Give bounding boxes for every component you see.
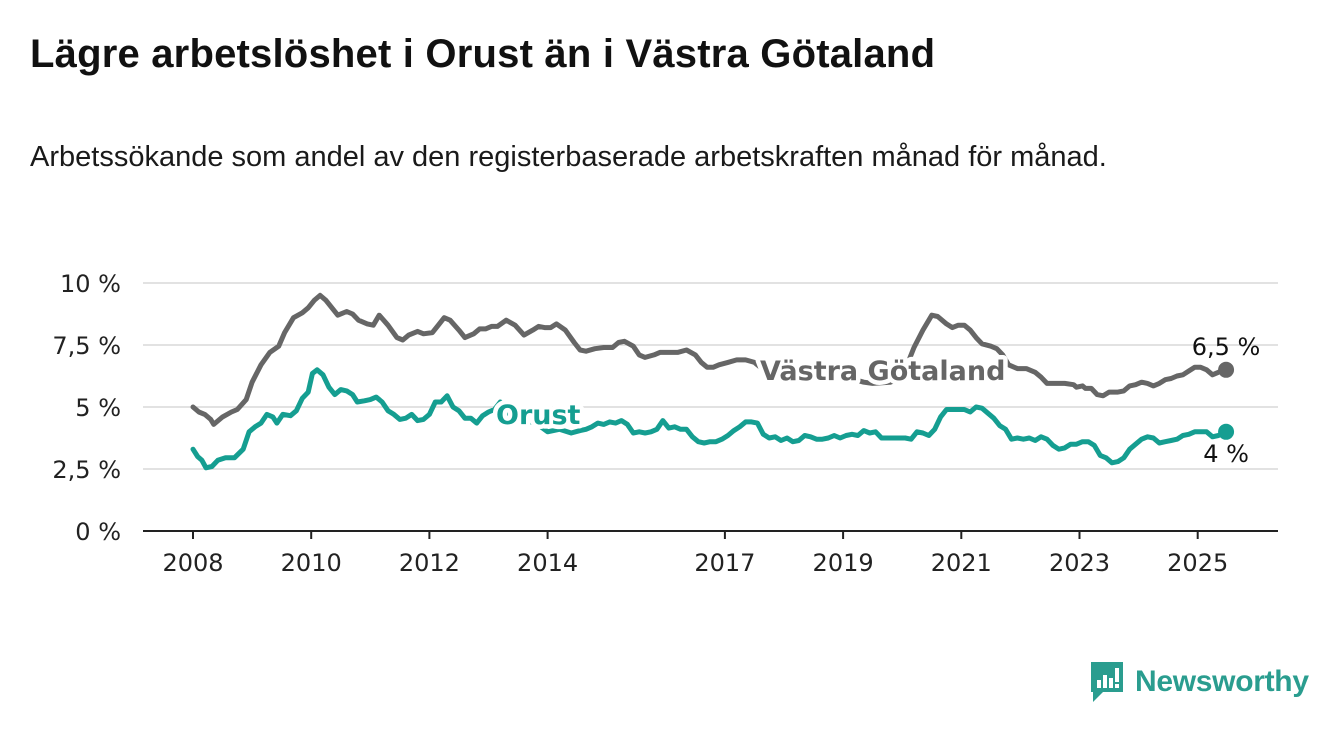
series-labels: 6,5 % 4 % xyxy=(1192,333,1261,468)
series-line-orust xyxy=(190,367,1229,471)
series-label-halo: Orust xyxy=(496,400,581,431)
x-tick-label: 2017 xyxy=(694,549,755,577)
x-tick-label: 2019 xyxy=(813,549,874,577)
chart-subtitle: Arbetssökande som andel av den registerb… xyxy=(30,141,1107,173)
newsworthy-logo: Newsworthy xyxy=(1089,660,1309,704)
newsworthy-logo-icon xyxy=(1091,662,1123,702)
x-tick-label: 2021 xyxy=(931,549,992,577)
end-marker-vastra-gotaland xyxy=(1218,361,1235,378)
x-tick-label: 2010 xyxy=(281,549,342,577)
y-tick-label: 0 % xyxy=(75,518,121,546)
end-marker-orust xyxy=(1218,423,1235,440)
end-value-label-vastra-gotaland: 6,5 % xyxy=(1192,333,1261,361)
series-line-vastra-gotaland xyxy=(190,292,1229,427)
series-label-vastra-gotaland: Västra Götaland xyxy=(760,356,1005,387)
x-tick-label: 2012 xyxy=(399,549,460,577)
series-label-orust: Orust xyxy=(496,400,581,431)
end-value-label-orust: 4 % xyxy=(1203,440,1249,468)
y-tick-label: 7,5 % xyxy=(52,332,121,360)
y-axis-labels: 0 % 2,5 % 5 % 7,5 % 10 % xyxy=(52,270,121,546)
y-tick-label: 10 % xyxy=(60,270,121,298)
series-label-halo: Västra Götaland xyxy=(760,356,1005,387)
gridlines xyxy=(143,282,1278,470)
y-tick-label: 5 % xyxy=(75,394,121,422)
x-axis: 2008 2010 2012 2014 2017 2019 2021 2023 2025 xyxy=(143,530,1278,577)
x-tick-label: 2025 xyxy=(1167,549,1228,577)
x-tick-label: 2008 xyxy=(162,549,223,577)
y-tick-label: 2,5 % xyxy=(52,456,121,484)
x-tick-label: 2023 xyxy=(1049,549,1110,577)
chart-title: Lägre arbetslöshet i Orust än i Västra G… xyxy=(30,32,936,76)
brand-name: Newsworthy xyxy=(1135,665,1309,698)
x-tick-label: 2014 xyxy=(517,549,578,577)
